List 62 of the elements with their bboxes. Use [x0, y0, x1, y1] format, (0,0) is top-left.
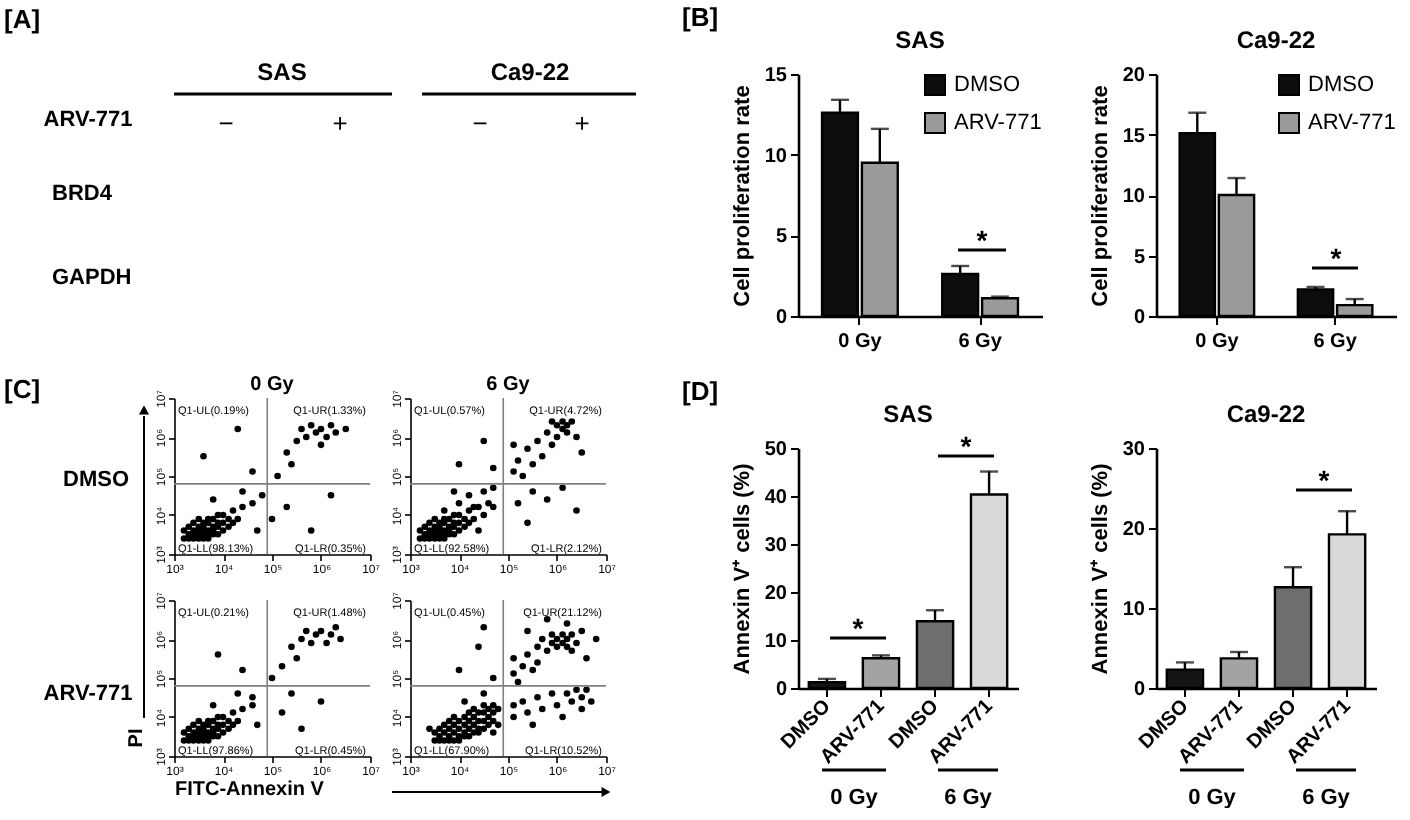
chart-title: 6 Gy: [486, 374, 531, 396]
chart-title: SAS: [895, 26, 945, 54]
text: [C]: [4, 374, 41, 404]
y-tick-label: 15: [1122, 125, 1146, 148]
y-tick-label: 20: [1122, 519, 1146, 541]
y-axis-title: PI: [126, 728, 148, 748]
y-tick-label: 30: [764, 535, 788, 557]
y-tick-label: 0: [775, 307, 788, 329]
annotation: *: [976, 224, 989, 256]
text: DMSO: [63, 468, 130, 492]
text: −: [472, 108, 488, 138]
y-tick-label: 10: [1122, 186, 1146, 208]
y-tick-label: 50: [764, 439, 788, 461]
text: [A]: [4, 4, 41, 34]
text: 6 Gy: [944, 786, 994, 810]
y-tick-label: 40: [764, 487, 788, 509]
chart-title: Ca9-22: [1226, 400, 1307, 428]
chart-title: SAS: [883, 400, 933, 428]
x-tick-label: 6 Gy: [1313, 331, 1358, 353]
chart-title: Ca9-22: [1236, 26, 1317, 54]
y-tick-label: 5: [1133, 246, 1146, 269]
text: +: [332, 108, 348, 138]
text: SAS: [257, 58, 307, 86]
legend-label: ARV-771: [1308, 111, 1396, 135]
text: 0 Gy: [1188, 786, 1238, 810]
y-tick-label: 0: [1133, 307, 1146, 329]
text: −: [218, 108, 234, 138]
y-axis-title: Cell proliferation rate: [1088, 85, 1113, 307]
y-tick-label: 20: [1122, 65, 1146, 87]
annotation: *: [1318, 464, 1331, 496]
text: [D]: [682, 376, 719, 406]
annotation: *: [1330, 242, 1343, 274]
text: ARV-771: [43, 108, 133, 132]
y-tick-label: 0: [775, 679, 788, 701]
x-tick-label: 0 Gy: [1195, 331, 1240, 353]
y-tick-label: 10: [764, 145, 788, 168]
y-tick-label: 10: [1122, 599, 1146, 621]
legend-label: ARV-771: [954, 111, 1042, 135]
y-tick-label: 0: [1133, 679, 1146, 701]
x-axis-title: FITC-Annexin V: [175, 779, 325, 801]
text: 0 Gy: [830, 786, 880, 810]
y-tick-label: 5: [775, 226, 788, 249]
text: [B]: [682, 2, 719, 32]
text: Ca9-22: [490, 58, 571, 86]
x-tick-label: 6 Gy: [958, 331, 1003, 353]
text: BRD4: [52, 182, 114, 206]
y-tick-label: 30: [1122, 439, 1146, 461]
text: 6 Gy: [1302, 786, 1352, 810]
annotation: *: [960, 430, 973, 462]
annotation: *: [852, 612, 865, 644]
y-tick-label: 20: [764, 583, 788, 605]
y-axis-title: Annexin V⁺ cells (%): [730, 462, 755, 675]
x-tick-label: 0 Gy: [838, 331, 883, 353]
legend-label: DMSO: [954, 73, 1021, 97]
legend-label: DMSO: [1308, 73, 1375, 97]
text: +: [574, 108, 590, 138]
y-tick-label: 15: [764, 65, 788, 87]
chart-title: 0 Gy: [250, 374, 295, 396]
y-axis-title: Annexin V⁺ cells (%): [1088, 462, 1113, 675]
text: GAPDH: [52, 266, 132, 290]
y-axis-title: Cell proliferation rate: [730, 85, 755, 307]
y-tick-label: 10: [764, 631, 788, 653]
